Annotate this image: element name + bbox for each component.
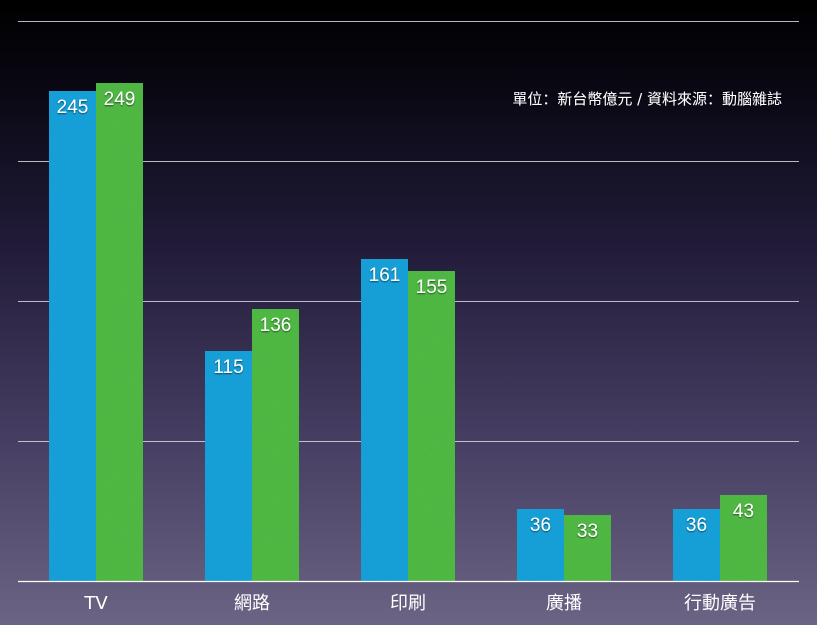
category-label-2: 印刷 <box>390 593 426 614</box>
bar-0-series-0 <box>49 91 96 581</box>
value-label-3-series-0: 36 <box>530 515 551 536</box>
value-label-2-series-0: 161 <box>369 265 401 286</box>
bar-2-series-0 <box>361 259 408 581</box>
value-label-1-series-1: 136 <box>260 315 292 336</box>
bar-4-series-1 <box>720 495 767 581</box>
category-label-4: 行動廣告 <box>684 593 756 614</box>
value-label-2-series-1: 155 <box>416 277 448 298</box>
category-label-0: TV <box>83 593 108 614</box>
category-label-1: 網路 <box>234 593 270 614</box>
bar-4-series-0 <box>673 509 720 581</box>
bar-3-series-1 <box>564 515 611 581</box>
bars <box>49 83 767 581</box>
value-labels: 245 249 115 136 161 155 36 33 36 43 <box>57 89 754 542</box>
unit-source-note: 單位：新台幣億元 / 資料來源：動腦雜誌 <box>512 90 782 108</box>
category-labels: TV 網路 印刷 廣播 行動廣告 <box>83 593 756 614</box>
category-label-3: 廣播 <box>546 593 582 614</box>
bar-1-series-0 <box>205 351 252 581</box>
value-label-0-series-0: 245 <box>57 97 89 118</box>
value-label-0-series-1: 249 <box>104 89 136 110</box>
value-label-4-series-1: 43 <box>733 501 754 522</box>
bar-0-series-1 <box>96 83 143 581</box>
bar-1-series-1 <box>252 309 299 581</box>
value-label-3-series-1: 33 <box>577 521 598 542</box>
bar-2-series-1 <box>408 271 455 581</box>
bar-3-series-0 <box>517 509 564 581</box>
value-label-4-series-0: 36 <box>686 515 707 536</box>
value-label-1-series-0: 115 <box>213 357 243 378</box>
